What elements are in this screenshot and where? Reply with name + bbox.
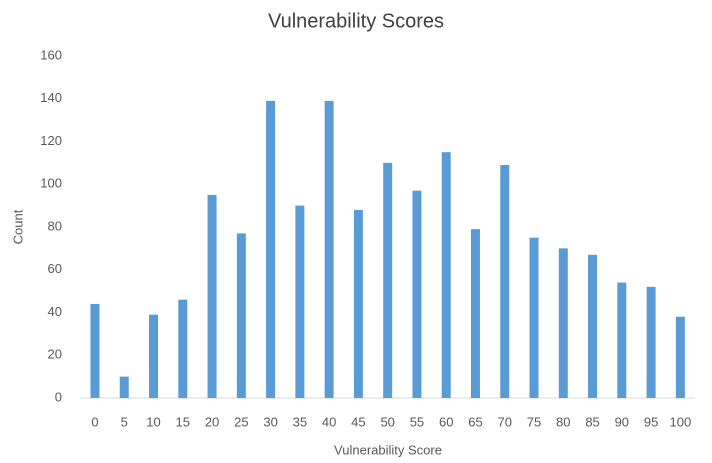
bar	[470, 229, 480, 398]
y-tick-label: 20	[48, 347, 62, 362]
y-tick-label: 80	[48, 218, 62, 233]
y-tick-label: 0	[55, 389, 62, 404]
bar	[383, 162, 393, 398]
y-tick-label: 160	[40, 47, 62, 62]
x-tick-label: 100	[670, 414, 692, 429]
bar	[353, 209, 363, 398]
chart-title: Vulnerability Scores	[268, 10, 444, 32]
x-tick-label: 60	[439, 414, 453, 429]
y-tick-label: 60	[48, 261, 62, 276]
y-tick-label: 40	[48, 304, 62, 319]
bar	[529, 237, 539, 398]
x-tick-label: 15	[176, 414, 190, 429]
bar	[675, 316, 685, 398]
x-tick-label: 55	[410, 414, 424, 429]
bar	[266, 100, 276, 398]
bar	[236, 233, 246, 398]
bar	[617, 282, 627, 398]
y-tick-label: 100	[40, 176, 62, 191]
x-tick-label: 45	[351, 414, 365, 429]
x-axis-label: Vulnerability Score	[334, 442, 442, 457]
bar	[178, 299, 188, 398]
bar	[119, 376, 129, 398]
x-tick-label: 75	[527, 414, 541, 429]
x-tick-label: 20	[205, 414, 219, 429]
bar	[500, 165, 510, 398]
x-tick-label: 80	[556, 414, 570, 429]
bar	[441, 152, 451, 398]
x-tick-label: 70	[498, 414, 512, 429]
x-tick-label: 40	[322, 414, 336, 429]
x-tick-label: 35	[293, 414, 307, 429]
x-tick-label: 95	[644, 414, 658, 429]
bar	[324, 100, 334, 398]
bar	[646, 286, 656, 398]
x-tick-label: 0	[91, 414, 98, 429]
y-tick-label: 140	[40, 90, 62, 105]
x-tick-label: 65	[468, 414, 482, 429]
bar	[90, 303, 100, 398]
x-tick-label: 30	[263, 414, 277, 429]
bar	[207, 194, 217, 398]
bar	[295, 205, 305, 398]
bar	[149, 314, 159, 398]
x-tick-label: 25	[234, 414, 248, 429]
x-tick-label: 85	[585, 414, 599, 429]
bar	[588, 254, 598, 398]
y-tick-label: 120	[40, 133, 62, 148]
bar	[558, 248, 568, 398]
x-tick-label: 5	[121, 414, 128, 429]
x-tick-label: 50	[380, 414, 394, 429]
bar	[412, 190, 422, 398]
x-tick-label: 10	[146, 414, 160, 429]
y-axis-label: Count	[10, 209, 25, 244]
x-tick-label: 90	[615, 414, 629, 429]
